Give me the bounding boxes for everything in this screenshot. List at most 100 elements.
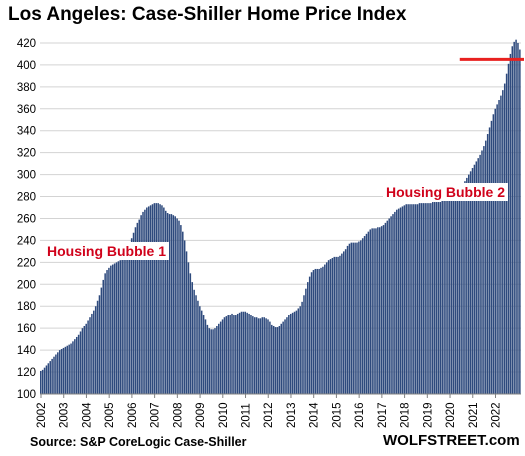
x-tick-label: 2013 <box>286 402 298 428</box>
bar <box>310 272 313 394</box>
bar <box>191 282 194 394</box>
bar <box>377 227 379 394</box>
bar <box>159 204 161 394</box>
bar <box>236 313 239 394</box>
bar <box>511 46 514 394</box>
bar <box>503 83 506 394</box>
bar <box>98 295 101 394</box>
bar <box>144 209 146 394</box>
bar <box>153 203 156 394</box>
x-tick-label: 2009 <box>195 402 207 428</box>
bar <box>130 238 133 394</box>
bar <box>74 339 76 394</box>
bar <box>127 249 129 394</box>
bar <box>301 301 303 394</box>
bar <box>140 215 142 394</box>
bar <box>386 220 389 394</box>
bars <box>40 39 521 395</box>
bar <box>197 300 199 394</box>
bar <box>104 273 106 394</box>
bar <box>320 267 322 394</box>
bar <box>467 174 470 394</box>
bar <box>507 63 510 395</box>
bar <box>161 205 163 394</box>
bar <box>367 231 370 394</box>
bar <box>227 315 229 394</box>
bar <box>288 315 290 394</box>
bar <box>394 211 396 394</box>
bar <box>439 202 442 394</box>
bar <box>509 53 512 394</box>
bar <box>452 196 455 394</box>
bar <box>341 253 343 394</box>
y-tick-label: 220 <box>17 257 36 269</box>
bar <box>134 227 137 394</box>
bar <box>481 150 483 394</box>
bar <box>380 226 383 394</box>
bar <box>430 203 432 394</box>
bar <box>218 323 220 394</box>
bar <box>308 276 311 394</box>
bar <box>496 104 498 395</box>
bar <box>64 346 67 394</box>
bar <box>278 325 281 394</box>
bar <box>289 313 292 394</box>
bar <box>77 334 80 394</box>
bar <box>47 363 50 394</box>
bar <box>314 268 317 394</box>
bar <box>176 218 178 394</box>
y-tick-label: 260 <box>17 213 36 225</box>
bar <box>435 202 438 394</box>
bar <box>469 171 472 394</box>
x-axis: 2002 2003 2004 2005 2006 2007 2008 2009 2010 2011… <box>36 394 502 428</box>
bar <box>454 194 457 394</box>
bar <box>365 233 368 394</box>
bar <box>244 311 247 394</box>
x-tick-label: 2018 <box>400 402 412 428</box>
bar <box>94 306 97 394</box>
brand-logo-text: WOLFSTREET.com <box>383 432 520 449</box>
bar <box>322 266 324 394</box>
bar <box>81 328 84 394</box>
bar <box>55 354 57 394</box>
bar <box>193 289 195 394</box>
bar <box>70 343 72 394</box>
bar <box>405 204 407 394</box>
bar <box>486 134 489 394</box>
bar <box>401 206 404 394</box>
bar <box>441 200 443 394</box>
bar <box>136 222 139 394</box>
bar <box>221 319 224 394</box>
bar <box>246 312 248 394</box>
bar <box>117 261 120 394</box>
bar <box>151 204 154 394</box>
bar <box>208 328 211 394</box>
y-tick-label: 240 <box>17 235 36 247</box>
bar <box>354 242 356 394</box>
bar <box>250 315 252 394</box>
bar <box>373 228 375 394</box>
bar <box>66 345 69 394</box>
bar <box>206 324 209 394</box>
bar <box>479 154 481 394</box>
bar <box>426 203 428 394</box>
bar <box>187 262 190 394</box>
bar <box>384 222 387 394</box>
bar <box>170 214 173 394</box>
bar <box>68 344 70 394</box>
bar <box>352 242 354 394</box>
bar <box>348 243 351 394</box>
bar <box>271 324 273 394</box>
bar <box>113 263 116 394</box>
bar <box>485 140 487 394</box>
source-note: Source: S&P CoreLogic Case-Shiller <box>30 435 247 449</box>
y-tick-label: 280 <box>17 192 36 204</box>
y-tick-label: 200 <box>17 279 36 291</box>
bar <box>390 216 392 394</box>
bar <box>261 317 264 394</box>
bar <box>378 227 381 394</box>
bar <box>295 310 298 394</box>
x-tick-label: 2004 <box>81 402 93 428</box>
bar <box>335 256 337 394</box>
bar <box>157 203 159 394</box>
